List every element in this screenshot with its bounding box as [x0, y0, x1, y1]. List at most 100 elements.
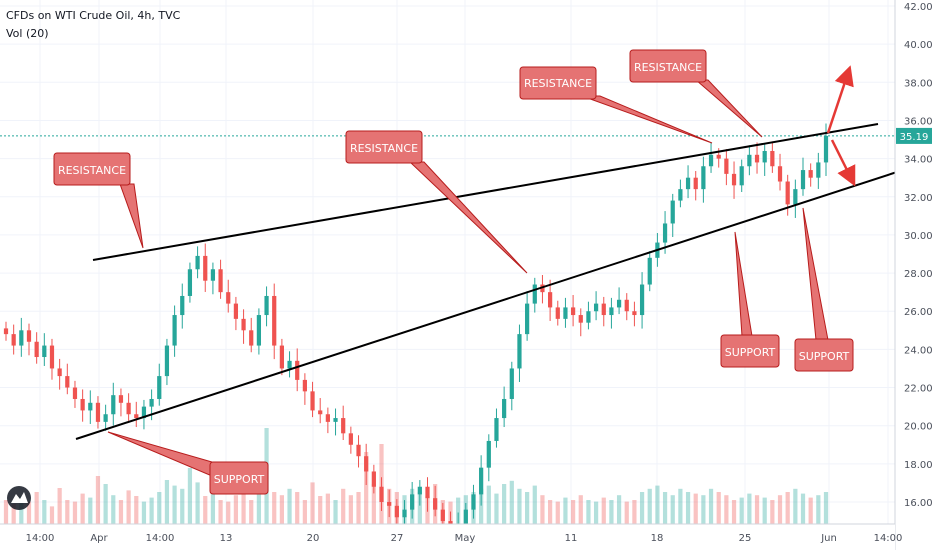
volume-bar [88, 497, 93, 524]
candle-body [808, 170, 813, 178]
volume-bar [34, 492, 39, 524]
volume-bar [72, 501, 78, 524]
candle-body [233, 303, 239, 319]
candle-body [57, 368, 62, 377]
candle-body [325, 414, 330, 422]
volume-bar [486, 485, 491, 524]
candle-body [218, 269, 223, 293]
callout-resistance-4[interactable]: RESISTANCE [629, 49, 763, 138]
callout-support-3[interactable]: SUPPORT [794, 207, 854, 372]
volume-bar [609, 500, 614, 524]
candle-body [616, 299, 622, 308]
candle-body [647, 257, 652, 285]
volume-bar [731, 500, 737, 524]
candle-body [88, 402, 93, 411]
volume-bar [770, 500, 775, 524]
candle-body [279, 345, 284, 369]
candle-body [103, 414, 108, 422]
candle-body [632, 311, 637, 316]
volume-bar [502, 484, 507, 524]
volume-bar [701, 495, 706, 524]
volume-bar [111, 495, 116, 524]
volume-bar [739, 497, 744, 524]
volume-bar [793, 488, 798, 524]
candle-body [532, 284, 537, 304]
candle-body [26, 330, 32, 342]
candle-body [387, 502, 392, 506]
volume-bar [724, 495, 729, 524]
candle-body [95, 402, 101, 422]
volume-bar [762, 497, 767, 524]
candle-body [440, 509, 445, 522]
candle-body [310, 391, 315, 411]
tradingview-logo-icon [7, 486, 31, 510]
callout-resistance-1[interactable]: RESISTANCE [53, 152, 144, 249]
grid [0, 0, 895, 524]
volume-bar [601, 497, 606, 524]
volume-bar [777, 495, 783, 524]
callout-support-2[interactable]: SUPPORT [720, 231, 780, 368]
candle-body [754, 154, 760, 163]
callout-resistance-2[interactable]: RESISTANCE [345, 130, 528, 274]
x-tick-label: May [455, 533, 476, 544]
candle-body [762, 150, 767, 163]
x-tick-label: 18 [651, 533, 664, 544]
volume-bar [180, 488, 185, 524]
volume-bar [287, 488, 292, 524]
candle-body [149, 398, 154, 407]
callout-support-1[interactable]: SUPPORT [107, 431, 269, 495]
price-axis[interactable] [895, 0, 932, 550]
y-tick-label: 24.00 [904, 345, 932, 356]
candle-body [563, 307, 568, 319]
candle-body [356, 444, 361, 457]
candle-body [731, 173, 737, 186]
candle-body [126, 402, 131, 415]
time-axis[interactable] [0, 524, 895, 550]
upper-trendline[interactable] [92, 123, 879, 261]
candle-body [295, 360, 300, 380]
lower-trendline[interactable] [75, 171, 898, 440]
callout-resistance-4-text: RESISTANCE [634, 61, 702, 74]
volume-bar [555, 501, 560, 524]
candle-body [402, 509, 407, 518]
candle-body [502, 398, 507, 419]
candle-body [609, 307, 614, 316]
volume-bar [210, 492, 216, 524]
volume-bar [318, 496, 323, 524]
candle-body [348, 433, 353, 445]
y-tick-label: 26.00 [904, 307, 932, 318]
volume-bar [118, 500, 124, 524]
volume-bar [103, 484, 108, 524]
candle-body [34, 341, 39, 358]
candle-body [479, 467, 484, 495]
volume-bar [747, 493, 752, 524]
volume-bar [302, 500, 307, 524]
volume-bar [195, 482, 200, 524]
candle-body [287, 360, 292, 369]
candle-body [302, 379, 307, 392]
candle-body [425, 486, 430, 499]
candle-body [816, 162, 821, 178]
candle-body [256, 315, 262, 346]
volume-bar [141, 501, 147, 524]
volume-bar [816, 495, 821, 524]
callout-resistance-3[interactable]: RESISTANCE [519, 66, 713, 144]
x-tick-label: 20 [307, 533, 320, 544]
callout-resistance-2-text: RESISTANCE [350, 142, 418, 155]
volume-bar [341, 488, 346, 524]
candle-body [777, 166, 783, 182]
candle-body [739, 166, 744, 186]
candle-body [747, 154, 752, 167]
volume-bar [364, 452, 369, 524]
candle-body [716, 154, 721, 159]
candle-body [195, 255, 200, 270]
candle-body [72, 387, 78, 399]
candle-body [164, 345, 170, 377]
volume-bar [19, 496, 24, 524]
y-tick-labels: 16.00 18.00 20.00 22.00 24.00 26.00 28.00 30.00… [904, 2, 932, 509]
chart-title: CFDs on WTI Crude Oil, 4h, TVC [6, 9, 181, 22]
volume-bar [172, 485, 177, 524]
y-tick-label: 42.00 [904, 2, 932, 13]
volume-bar [49, 506, 55, 524]
